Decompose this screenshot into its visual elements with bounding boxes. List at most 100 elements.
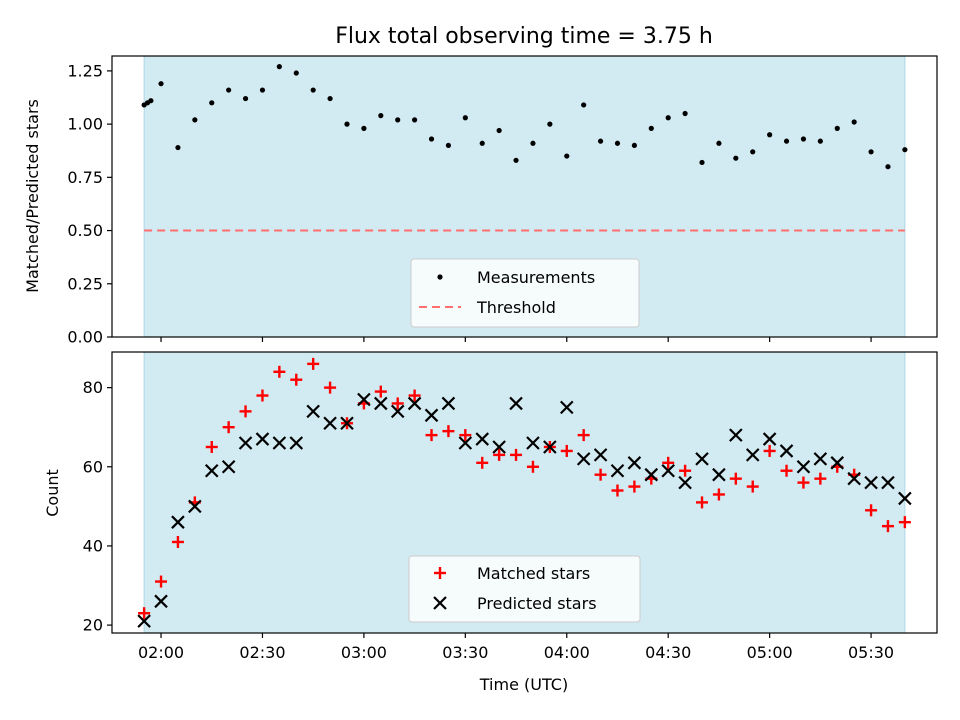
x-tick-label: 04:00 [544, 643, 590, 662]
predicted-star-point [796, 459, 811, 474]
count-y-axis-label: Count [43, 469, 62, 517]
measurement-point [293, 70, 299, 76]
measurement-point [310, 87, 316, 93]
measurement-point [276, 64, 282, 70]
x-tick-label: 05:30 [848, 643, 894, 662]
measurement-point [716, 140, 722, 146]
matched-star-point [881, 520, 894, 533]
measurement-point [851, 119, 857, 125]
legend-matched-marker [434, 567, 446, 579]
measurement-point [175, 144, 181, 151]
predicted-star-point [627, 456, 642, 470]
predicted-star-point [576, 452, 591, 466]
predicted-star-point [374, 396, 388, 411]
measurement-point [817, 138, 823, 144]
measurement-point [192, 117, 198, 123]
measurement-point [462, 115, 468, 121]
matched-star-point [729, 472, 742, 485]
predicted-star-point [745, 448, 760, 462]
y-tick-label: 0.00 [67, 328, 103, 347]
y-tick-label: 1.00 [67, 115, 103, 134]
ratio-panel: 0.00 0.25 0.50 0.75 1.00 1.25 Matched/Predict… [23, 55, 938, 347]
measurement-point [648, 125, 654, 131]
predicted-star-point [154, 594, 168, 609]
predicted-star-point [847, 471, 861, 486]
matched-star-point [898, 516, 911, 529]
matched-star-point [155, 575, 168, 588]
count-panel: 20 40 60 80 02:00 02:30 03:00 03:30 04:00 04:30 05… [43, 351, 938, 694]
predicted-star-point [661, 463, 675, 478]
predicted-star-point [779, 444, 794, 458]
matched-star-point [442, 425, 455, 438]
predicted-star-point [559, 400, 574, 415]
predicted-star-point [644, 467, 659, 482]
measurement-point [378, 113, 384, 119]
ratio-y-axis-label: Matched/Predicted stars [23, 99, 42, 293]
predicted-star-point [762, 432, 777, 446]
x-tick-label: 02:30 [239, 643, 285, 662]
matched-star-point [560, 444, 573, 457]
measurement-point [530, 140, 536, 146]
predicted-star-point [171, 515, 185, 529]
measurement-point [597, 138, 604, 144]
matched-star-point [459, 429, 472, 442]
predicted-star-point [543, 440, 557, 454]
measurement-point [834, 125, 840, 131]
measurement-point [479, 140, 485, 146]
matched-star-point [171, 535, 184, 548]
x-tick-label: 05:00 [747, 643, 793, 662]
matched-star-point [797, 476, 810, 489]
measurement-point [242, 95, 249, 102]
matched-star-point [510, 448, 523, 461]
measurement-point [733, 155, 739, 161]
predicted-star-point [729, 428, 743, 442]
measurement-point [496, 127, 502, 134]
predicted-star-point [188, 499, 202, 514]
predicted-star-point [813, 452, 828, 466]
predicted-star-point [323, 416, 337, 431]
predicted-star-point [424, 408, 439, 423]
measurement-point [682, 110, 688, 117]
x-tick-label: 03:30 [442, 643, 488, 662]
matched-star-point [746, 480, 759, 493]
x-tick-label: 03:00 [341, 643, 387, 662]
measurement-point [226, 87, 232, 93]
measurement-point [158, 81, 164, 87]
predicted-star-point [458, 436, 473, 450]
measurement-point [783, 138, 790, 144]
y-tick-label: 40 [83, 536, 103, 555]
legend-predicted-marker [433, 596, 447, 610]
x-axis-label: Time (UTC) [479, 675, 568, 694]
matched-star-point [712, 488, 725, 501]
y-tick-label: 20 [83, 616, 103, 635]
matched-star-point [780, 464, 793, 477]
predicted-star-point [441, 396, 456, 411]
chart-title: Flux total observing time = 3.75 h [335, 24, 713, 49]
predicted-star-point [272, 436, 287, 450]
matched-star-point [290, 373, 303, 386]
matched-star-point [679, 464, 692, 477]
predicted-star-point [830, 456, 845, 470]
measurement-point [699, 159, 705, 166]
predicted-star-point [390, 404, 405, 419]
measurement-point [412, 117, 418, 123]
axes-frame [111, 55, 938, 338]
measurement-point [631, 142, 637, 149]
predicted-star-point [306, 404, 320, 419]
measurement-point [361, 125, 367, 131]
matched-star-point [865, 504, 878, 517]
matched-star-point [425, 429, 438, 442]
predicted-star-point [610, 463, 625, 478]
measurement-point [445, 142, 452, 149]
predicted-star-point [864, 475, 878, 490]
matched-star-point [476, 456, 489, 469]
measurement-point [885, 164, 891, 170]
legend-matched-label: Matched stars [477, 564, 590, 583]
count-legend: Matched stars Predicted stars [408, 555, 641, 623]
predicted-star-point [204, 463, 219, 478]
measurement-point [209, 100, 215, 106]
predicted-star-point [357, 392, 371, 407]
matched-star-point [628, 480, 641, 493]
measurement-point [868, 149, 874, 155]
measurement-point [148, 98, 154, 104]
